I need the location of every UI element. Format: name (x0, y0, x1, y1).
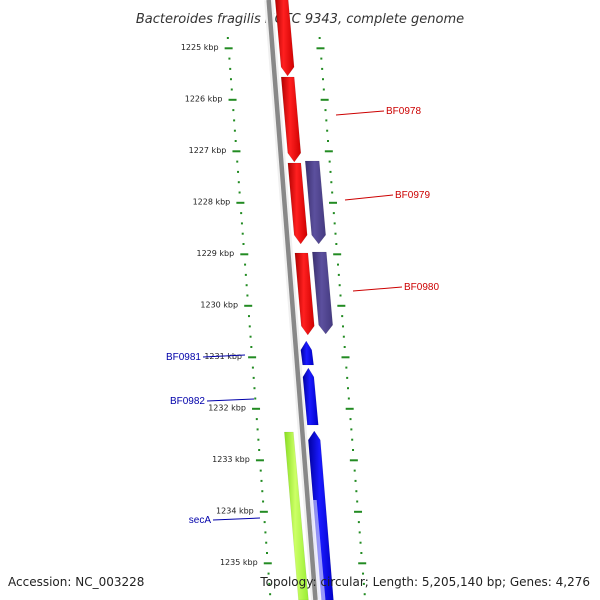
ruler-tick-label: 1235 kbp (220, 558, 258, 567)
genome-summary-text: Topology: circular; Length: 5,205,140 bp… (259, 575, 590, 589)
gene-label-reverse[interactable]: BF0982 (170, 396, 205, 407)
gene-arrow-forward[interactable] (280, 76, 302, 163)
gene-arrow-forward[interactable] (294, 252, 315, 336)
gene-arrow-forward[interactable] (274, 0, 295, 77)
gene-leader-line (352, 286, 403, 292)
feature-green[interactable] (284, 431, 309, 600)
ruler-tick-label: 1234 kbp (216, 507, 254, 516)
ruler-tick-label: 1233 kbp (212, 455, 250, 464)
gene-arrow-reverse[interactable] (308, 430, 334, 600)
gene-leader-line (202, 354, 246, 358)
feature-block[interactable] (304, 160, 326, 245)
ruler-tick-label: 1230 kbp (200, 301, 238, 310)
gene-label-reverse[interactable]: secA (189, 515, 212, 526)
ruler-outer-ticks (316, 37, 367, 596)
gene-leader-line (206, 398, 255, 402)
ruler-tick-label: 1226 kbp (185, 95, 223, 104)
gene-label-forward[interactable]: BF0979 (395, 190, 430, 201)
gene-leader-line (212, 517, 261, 521)
feature-block[interactable] (312, 251, 333, 335)
gene-features (274, 0, 334, 600)
gene-label-reverse[interactable]: BF0981 (166, 352, 201, 363)
map-title: Bacteroides fragilis NCTC 9343, complete… (136, 12, 464, 27)
gene-label-forward[interactable]: BF0978 (386, 106, 421, 117)
gene-shadow (309, 500, 326, 600)
ruler-tick-label: 1225 kbp (181, 43, 219, 52)
gene-arrow-reverse[interactable] (302, 367, 319, 426)
backbone-line (266, 0, 318, 600)
ruler-tick-label: 1229 kbp (196, 249, 234, 258)
ruler-tick-label: 1228 kbp (193, 198, 231, 207)
gene-arrow-reverse[interactable] (300, 340, 314, 366)
gene-leader-line (335, 110, 385, 116)
ruler-tick-label: 1232 kbp (208, 404, 246, 413)
gene-arrow-forward[interactable] (287, 162, 308, 245)
accession-text: Accession: NC_003228 (8, 575, 144, 589)
ruler-inner-ticks (224, 37, 272, 596)
genome-backbone (264, 0, 320, 600)
ruler-tick-label: 1227 kbp (189, 146, 227, 155)
gene-leader-line (344, 194, 394, 201)
gene-label-forward[interactable]: BF0980 (404, 282, 439, 293)
gene-labels: BF0978 BF0979 BF0980 BF0981 BF0982 secA (166, 106, 439, 526)
